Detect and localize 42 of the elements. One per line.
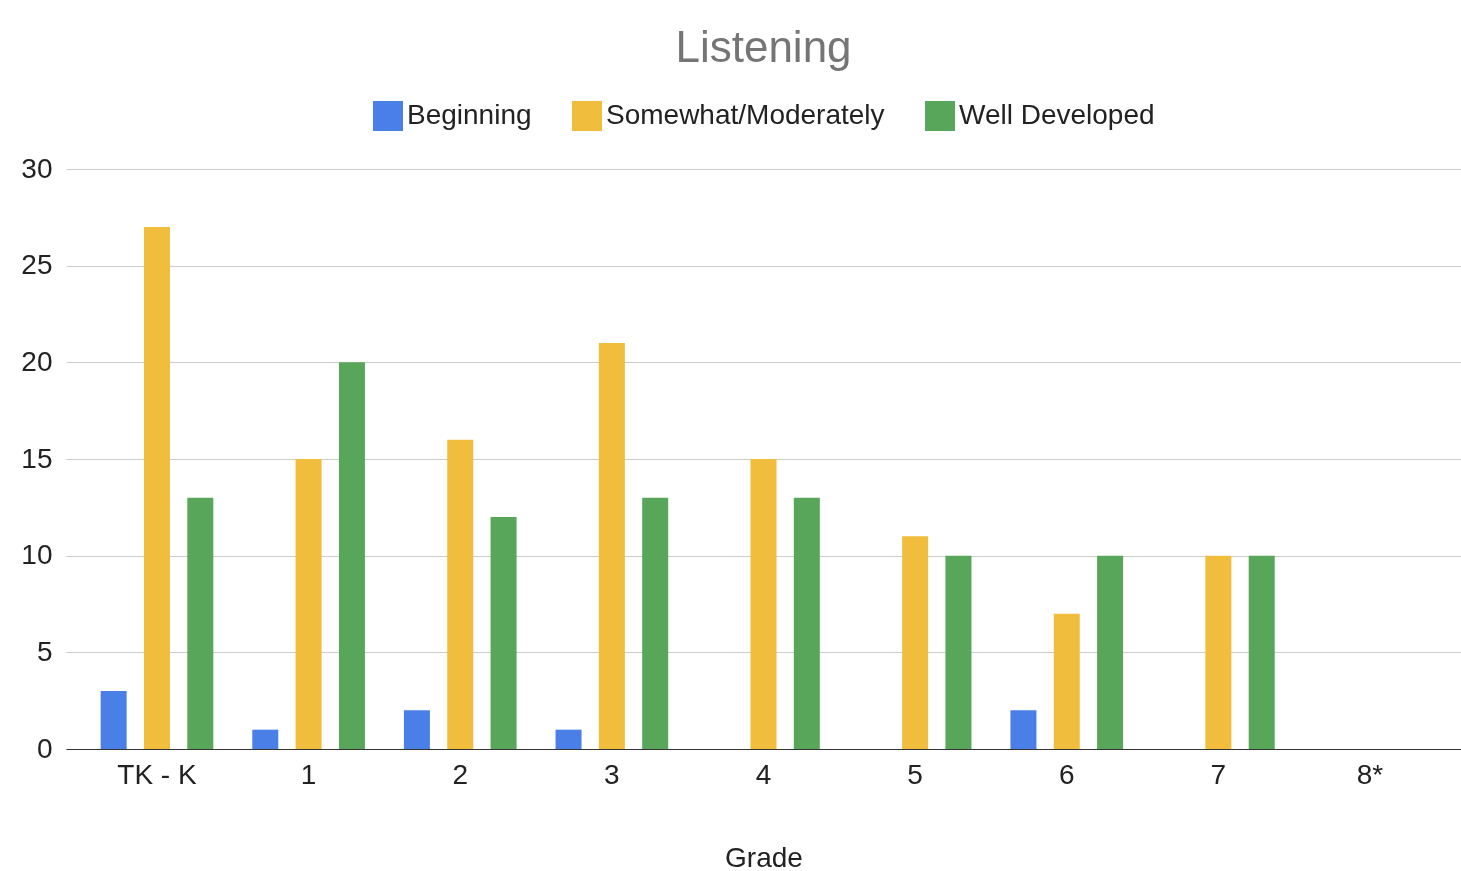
x-axis-title: Grade [725,841,803,871]
bar [1010,710,1037,749]
bar [252,729,279,749]
x-tick-label: 5 [907,758,923,790]
x-tick-label: TK - K [117,758,197,790]
bar [598,343,625,749]
x-tick-label: 7 [1210,758,1227,790]
legend-label: Beginning [407,99,532,130]
y-tick-label: 30 [21,152,53,184]
chart-title: Listening [675,22,852,71]
legend-label: Well Developed [959,99,1155,130]
bar [100,691,127,749]
y-tick-label: 0 [36,732,53,764]
bar [295,459,322,749]
bar [1205,555,1232,749]
bar [642,497,669,749]
legend-label: Somewhat/Moderately [606,99,885,130]
x-tick-label: 4 [755,758,772,790]
bar [902,536,929,749]
bar [447,439,474,749]
bar [750,459,777,749]
x-tick-label: 3 [604,758,620,790]
bar [187,497,214,749]
x-tick-label: 6 [1058,758,1075,790]
bar [555,729,582,749]
bar [338,362,365,749]
bar [403,710,430,749]
y-tick-label: 25 [21,249,53,281]
bar [1097,555,1124,749]
bar [143,227,170,749]
x-tick-label: 1 [300,758,317,790]
bar [945,555,972,749]
bar [1053,613,1080,749]
bar [490,517,517,749]
bar [1248,555,1275,749]
x-tick-label: 2 [452,758,469,790]
y-tick-label: 10 [21,539,53,571]
bar [793,497,820,749]
y-tick-label: 20 [21,345,53,377]
y-tick-label: 5 [36,635,53,667]
x-tick-label: 8* [1356,758,1384,790]
y-tick-label: 15 [21,442,53,474]
